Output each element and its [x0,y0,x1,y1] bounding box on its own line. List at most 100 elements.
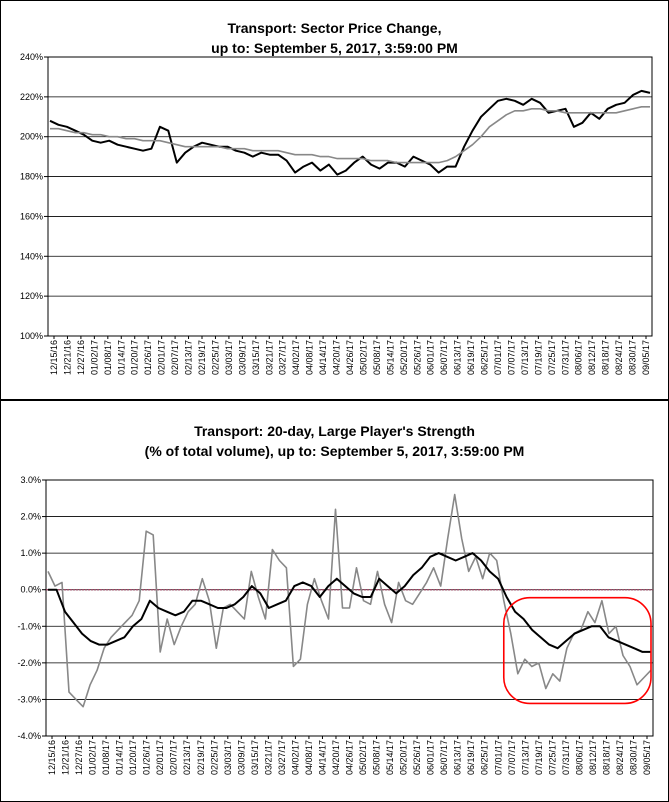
highlight-annotation [502,596,652,705]
x-tick-label: 02/01/17 [155,740,165,775]
x-tick-label: 05/08/17 [372,740,382,775]
y-tick-label: 240% [20,52,43,62]
x-tick-label: 06/01/17 [426,340,436,375]
y-tick-label: -3.0% [17,694,41,704]
x-tick-label: 01/26/17 [142,740,152,775]
x-tick-label: 07/19/17 [533,340,543,375]
x-tick-label: 08/24/17 [614,340,624,375]
x-tick-label: 03/03/17 [224,340,234,375]
x-tick-label: 01/08/17 [103,340,113,375]
y-tick-label: -1.0% [17,621,41,631]
x-tick-label: 12/27/16 [74,740,84,775]
x-tick-label: 06/25/17 [480,740,490,775]
x-tick-label: 06/13/17 [453,740,463,775]
x-tick-label: 12/15/16 [49,340,59,375]
x-tick-label: 06/25/17 [480,340,490,375]
x-tick-label: 02/25/17 [210,340,220,375]
x-tick-label: 07/07/17 [506,340,516,375]
x-tick-label: 01/02/17 [89,340,99,375]
x-tick-label: 02/19/17 [197,340,207,375]
x-tick-label: 01/20/17 [128,740,138,775]
y-tick-label: 160% [20,211,43,221]
x-tick-label: 08/06/17 [574,740,584,775]
sector-price-chart-panel: Transport: Sector Price Change, up to: S… [0,0,669,400]
x-tick-label: 06/19/17 [466,340,476,375]
x-tick-label: 02/13/17 [184,340,194,375]
x-tick-label: 05/20/17 [399,340,409,375]
x-tick-label: 04/20/17 [331,740,341,775]
x-tick-label: 03/09/17 [237,340,247,375]
x-tick-label: 04/20/17 [332,340,342,375]
y-tick-label: 180% [20,172,43,182]
series-line-1 [47,493,652,708]
y-tick-label: 120% [20,291,43,301]
x-tick-label: 02/07/17 [170,340,180,375]
x-tick-label: 02/07/17 [169,740,179,775]
x-tick-label: 09/05/17 [641,340,651,375]
y-tick-label: -2.0% [17,658,41,668]
large-player-strength-plot: -4.0% -3.0% -2.0% -1.0% 0.0% 1.0% 2.0% 3.0% 12/1… [17,475,654,775]
y-tick-label: 100% [20,331,43,341]
x-tick-label: 07/25/17 [547,740,557,775]
series-line-2 [48,552,651,653]
x-tick-label: 04/08/17 [305,340,315,375]
x-tick-label: 12/15/16 [47,740,57,775]
x-tick-label: 06/13/17 [453,340,463,375]
x-tick-label: 12/27/16 [76,340,86,375]
x-tick-label: 05/26/17 [412,740,422,775]
y-tick-label: 140% [20,251,43,261]
x-tick-label: 08/30/17 [628,740,638,775]
x-tick-label: 06/07/17 [439,740,449,775]
series-line-1 [49,89,651,176]
x-tick-label: 12/21/16 [62,340,72,375]
y-tick-label: 3.0% [20,475,41,485]
x-tick-label: 08/12/17 [587,340,597,375]
x-tick-label: 05/08/17 [372,340,382,375]
x-tick-label: 01/14/17 [115,740,125,775]
y-tick-label: 1.0% [20,548,41,558]
x-tick-label: 04/26/17 [345,740,355,775]
x-tick-label: 04/02/17 [291,340,301,375]
x-tick-label: 08/18/17 [601,740,611,775]
x-tick-label: 08/18/17 [601,340,611,375]
x-tick-label: 05/02/17 [358,740,368,775]
x-tick-label: 04/08/17 [304,740,314,775]
x-tick-label: 06/07/17 [439,340,449,375]
chart-title-line2: (% of total volume), up to: September 5,… [144,443,525,459]
x-tick-label: 01/02/17 [88,740,98,775]
x-tick-label: 07/07/17 [507,740,517,775]
x-tick-label: 03/15/17 [250,740,260,775]
x-tick-label: 08/24/17 [615,740,625,775]
x-tick-label: 01/14/17 [116,340,126,375]
chart-title-line1: Transport: 20-day, Large Player's Streng… [194,423,475,439]
y-tick-label: 200% [20,132,43,142]
x-tick-label: 07/13/17 [520,740,530,775]
x-tick-label: 06/19/17 [466,740,476,775]
x-tick-label: 04/14/17 [317,740,327,775]
x-tick-label: 05/14/17 [385,340,395,375]
x-tick-label: 03/27/17 [278,340,288,375]
x-tick-label: 07/01/17 [493,340,503,375]
x-tick-label: 07/19/17 [534,740,544,775]
x-tick-label: 05/14/17 [385,740,395,775]
x-tick-label: 03/03/17 [223,740,233,775]
sector-price-plot: 100% 120% 140% 160% 180% 200% 220% 240% 12/15/16… [20,52,653,375]
x-tick-label: 05/02/17 [358,340,368,375]
x-tick-label: 03/09/17 [236,740,246,775]
chart-title-line1: Transport: Sector Price Change, [227,20,442,36]
x-tick-label: 02/01/17 [157,340,167,375]
plot-area [47,56,653,337]
x-tick-label: 08/30/17 [628,340,638,375]
x-tick-label: 08/12/17 [588,740,598,775]
chart-title: Transport: Sector Price Change, up to: S… [1,18,668,58]
x-tick-label: 09/05/17 [642,740,652,775]
y-tick-label: 2.0% [20,512,41,522]
series-line-2 [50,106,650,164]
x-tick-label: 01/26/17 [143,340,153,375]
x-tick-label: 07/01/17 [493,740,503,775]
chart-title-line2: up to: September 5, 2017, 3:59:00 PM [211,40,458,56]
chart-title: Transport: 20-day, Large Player's Streng… [1,421,668,461]
x-tick-label: 05/20/17 [399,740,409,775]
x-tick-label: 12/21/16 [61,740,71,775]
y-tick-label: -4.0% [17,731,41,741]
